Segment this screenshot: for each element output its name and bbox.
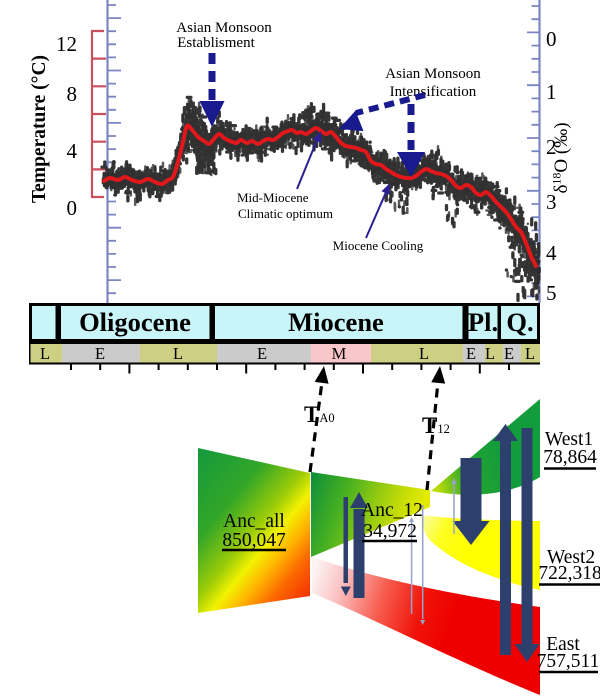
svg-text:Mid-Miocene: Mid-Miocene (237, 190, 309, 205)
svg-text:Intensification: Intensification (390, 84, 477, 100)
svg-text:Asian Monsoon: Asian Monsoon (385, 66, 481, 82)
svg-text:L: L (419, 344, 429, 363)
svg-text:West2: West2 (547, 547, 595, 568)
svg-text:2: 2 (546, 135, 557, 159)
svg-text:850,047: 850,047 (222, 530, 286, 551)
svg-text:0: 0 (67, 196, 78, 220)
svg-text:West1: West1 (545, 429, 593, 450)
svg-text:M: M (332, 344, 347, 363)
svg-text:722,318: 722,318 (538, 563, 600, 584)
svg-text:Anc_all: Anc_all (223, 511, 285, 532)
svg-text:E: E (95, 344, 105, 363)
svg-text:E: E (466, 344, 476, 363)
svg-text:4: 4 (67, 139, 78, 163)
svg-text:5: 5 (546, 281, 557, 305)
svg-text:L: L (525, 344, 535, 363)
svg-text:Miocene Cooling: Miocene Cooling (333, 238, 424, 253)
svg-text:Establisment: Establisment (177, 35, 255, 51)
svg-text:Climatic optimum: Climatic optimum (238, 206, 333, 221)
svg-text:0: 0 (546, 27, 557, 51)
svg-text:Miocene: Miocene (288, 307, 384, 337)
svg-text:Oligocene: Oligocene (79, 307, 191, 337)
svg-text:L: L (173, 344, 183, 363)
svg-text:Anc_12: Anc_12 (361, 500, 423, 521)
svg-text:34,972: 34,972 (363, 521, 417, 542)
svg-text:E: E (504, 344, 514, 363)
svg-text:757,511: 757,511 (537, 651, 600, 672)
svg-text:Q.: Q. (506, 307, 533, 337)
svg-text:8: 8 (67, 82, 78, 106)
svg-text:Asian Monsoon: Asian Monsoon (176, 20, 272, 36)
svg-text:4: 4 (546, 241, 557, 265)
svg-text:T12: T12 (422, 413, 450, 438)
svg-text:12: 12 (56, 32, 77, 56)
svg-text:1: 1 (546, 80, 557, 104)
svg-text:L: L (40, 344, 50, 363)
svg-text:3: 3 (546, 190, 557, 214)
svg-text:78,864: 78,864 (543, 447, 597, 468)
svg-text:East: East (546, 634, 580, 655)
svg-text:L: L (485, 344, 495, 363)
svg-text:E: E (257, 344, 267, 363)
svg-text:Pl.: Pl. (468, 307, 498, 337)
svg-text:Temperature (°C): Temperature (°C) (29, 55, 50, 203)
